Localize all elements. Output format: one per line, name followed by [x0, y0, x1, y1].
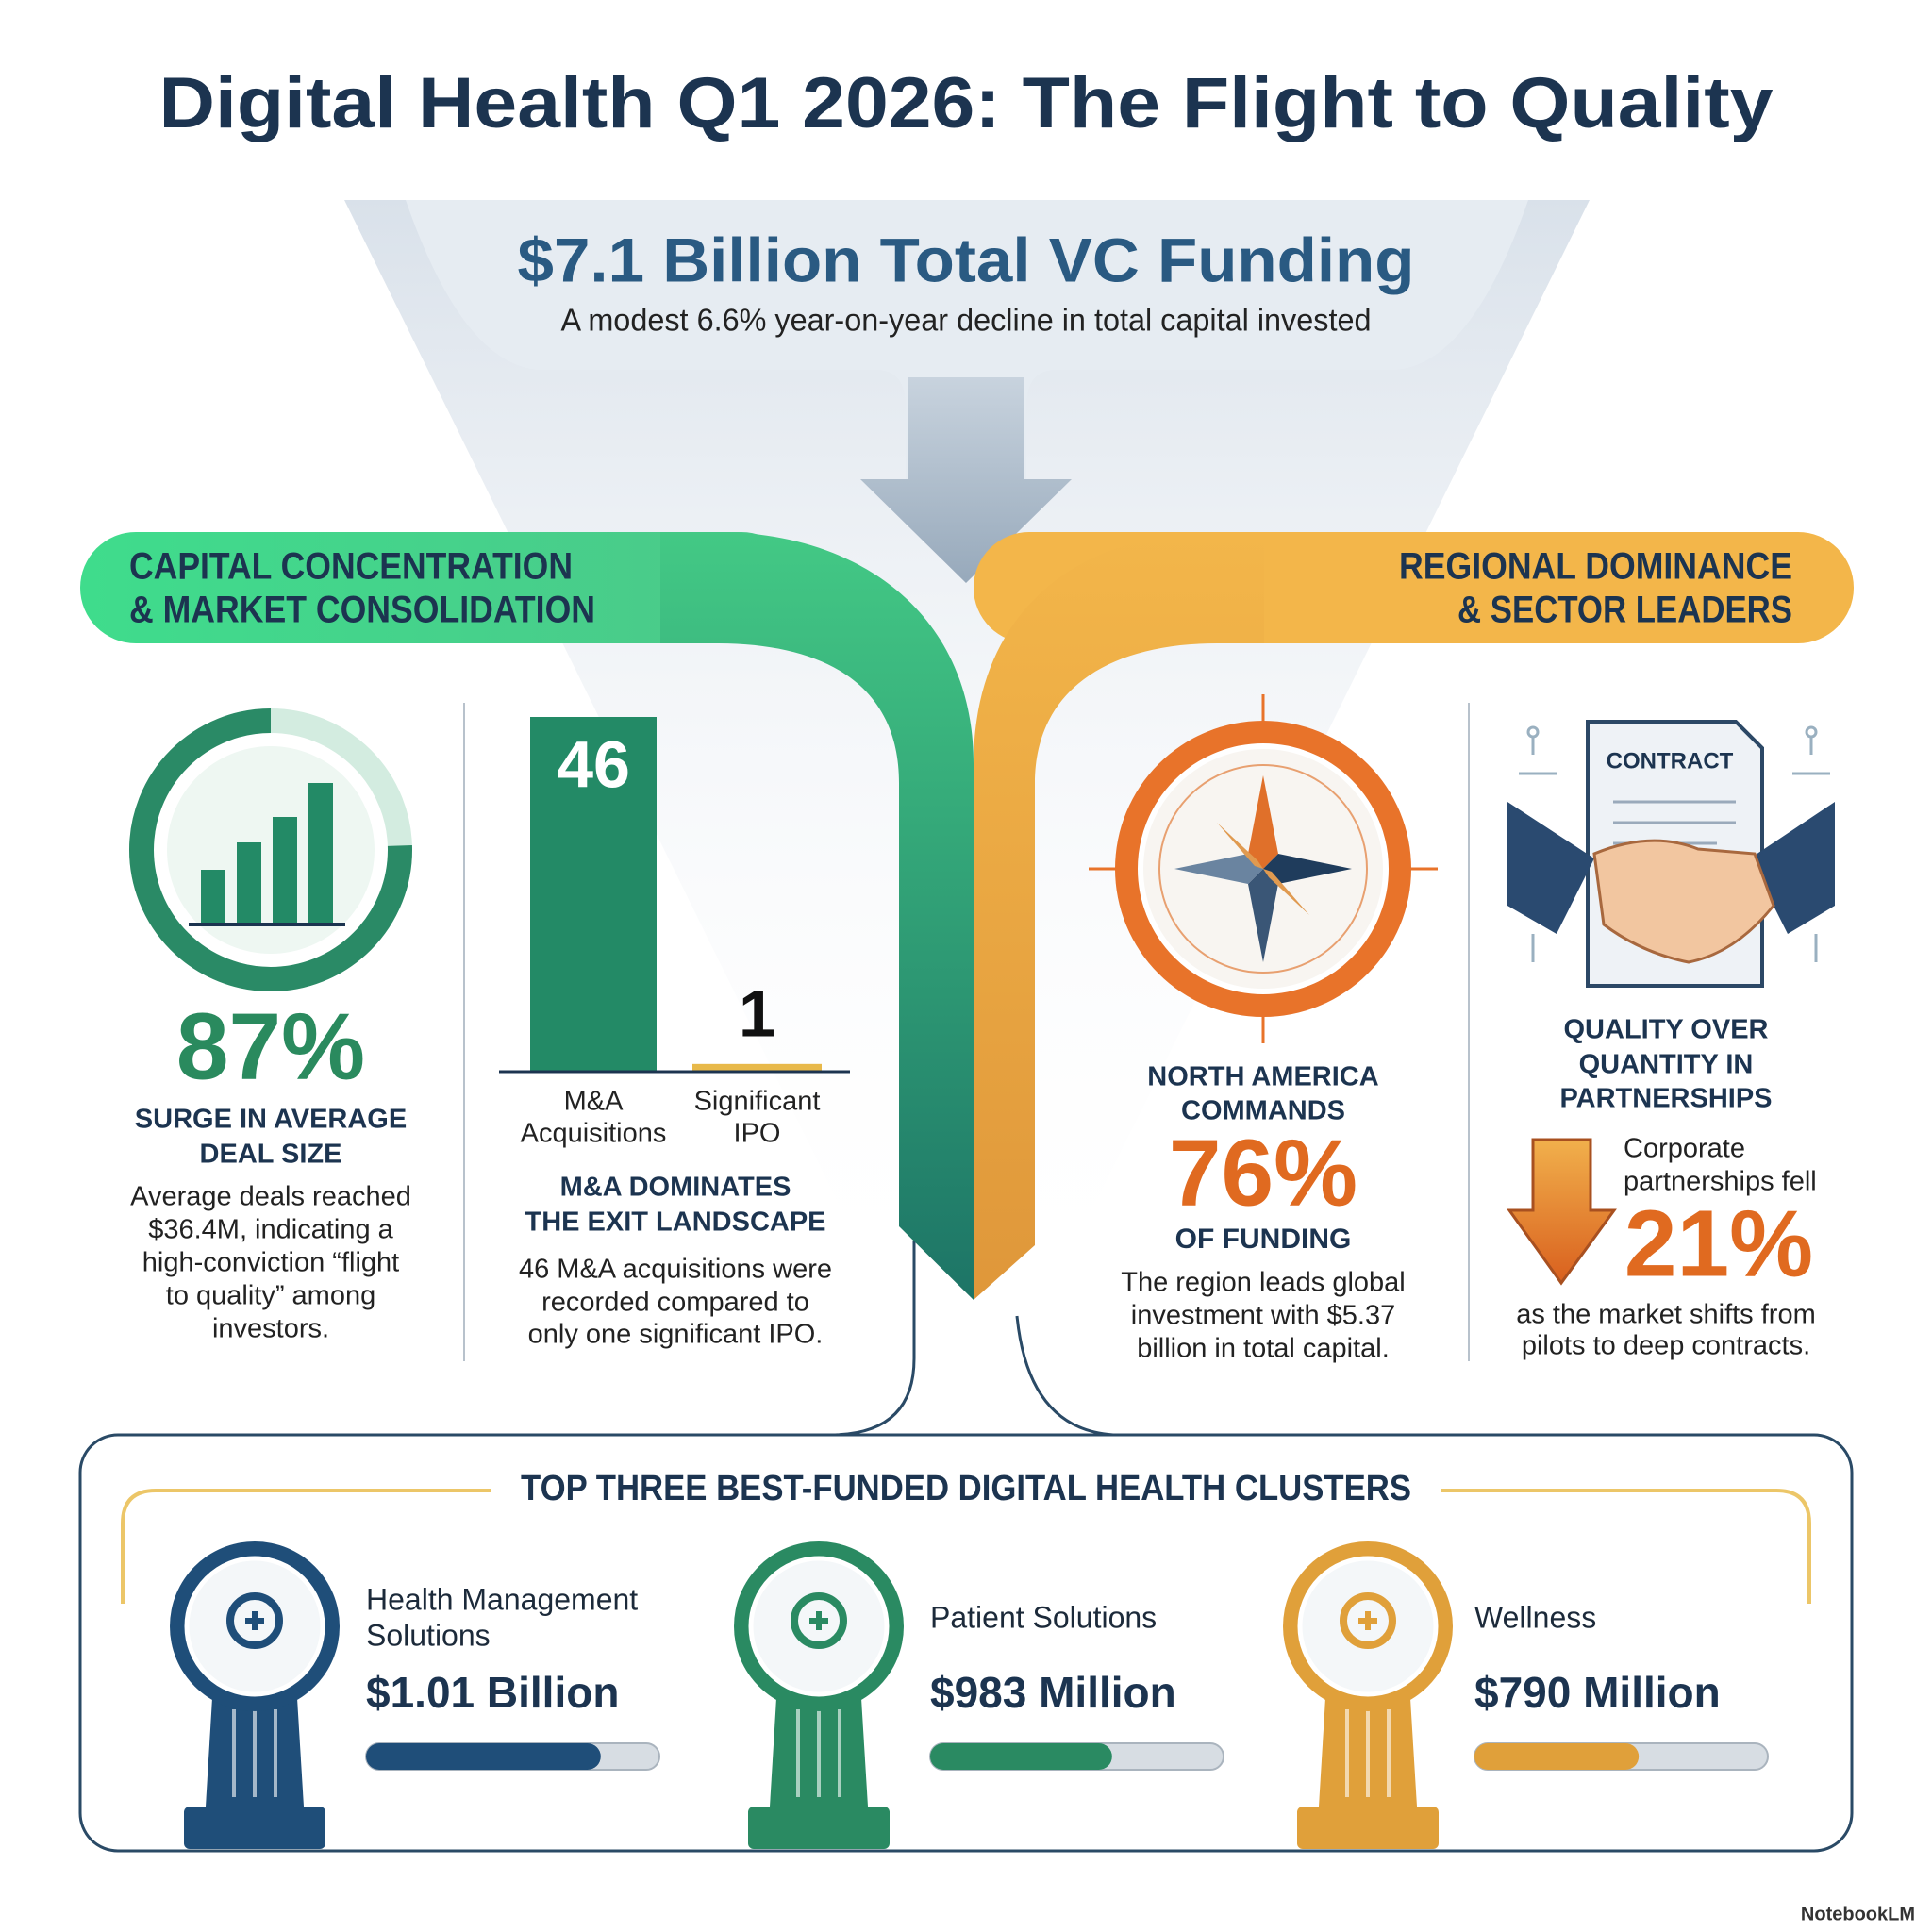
value-label: 1: [739, 976, 775, 1050]
heading: M&A DOMINATES: [560, 1173, 791, 1203]
cluster-name: Patient Solutions: [930, 1600, 1157, 1634]
medallion-icon: [226, 1592, 283, 1649]
cluster-name: Health Management: [366, 1582, 638, 1616]
headline-band: [406, 200, 1528, 481]
pedestal-base: [184, 1807, 325, 1849]
compass-icon: [1089, 694, 1438, 1043]
medallion-icon: [791, 1592, 847, 1649]
stat: 76%: [1169, 1120, 1357, 1225]
medallion-icon: [809, 1611, 828, 1630]
cluster-name: Wellness: [1474, 1600, 1596, 1634]
progress-fill: [366, 1743, 601, 1770]
section-title: REGIONAL DOMINANCE: [1399, 546, 1792, 588]
body-text: recorded compared to: [541, 1288, 809, 1318]
heading: QUALITY OVER: [1564, 1015, 1769, 1045]
cluster-medallion: [170, 1541, 340, 1849]
heading: SURGE IN AVERAGE: [135, 1105, 407, 1135]
heading: THE EXIT LANDSCAPE: [525, 1208, 825, 1238]
section-title: & SECTOR LEADERS: [1457, 590, 1792, 631]
body-text: pilots to deep contracts.: [1522, 1331, 1810, 1361]
pedestal-base: [1297, 1807, 1439, 1849]
body-text: only one significant IPO.: [528, 1320, 824, 1350]
cluster-amount: $983 Million: [930, 1668, 1176, 1717]
category-label: Acquisitions: [521, 1119, 667, 1149]
decline-arrow: [1507, 1138, 1617, 1286]
icon-label: CONTRACT: [1607, 748, 1734, 774]
heading: QUANTITY IN: [1579, 1050, 1754, 1080]
clusters-title: TOP THREE BEST-FUNDED DIGITAL HEALTH CLU…: [521, 1469, 1411, 1508]
section-pill: [80, 532, 797, 643]
headline: $7.1 Billion Total VC Funding: [518, 225, 1415, 294]
heading: DEAL SIZE: [200, 1140, 342, 1170]
cluster-medallion: [1283, 1541, 1453, 1849]
contract-icon: CONTRACT: [1507, 720, 1835, 988]
cluster-medallion: [734, 1541, 904, 1849]
medallion-icon: [1340, 1592, 1396, 1649]
flow-band: [660, 532, 974, 1300]
body-text: as the market shifts from: [1516, 1300, 1816, 1330]
bar: [530, 717, 657, 1072]
cluster-amount: $1.01 Billion: [366, 1668, 619, 1717]
footer: NotebookLM: [1801, 1904, 1915, 1924]
growth-icon: [129, 708, 412, 991]
body-text: investors.: [212, 1314, 329, 1344]
section-title: & MARKET CONSOLIDATION: [129, 590, 595, 631]
stat: 87%: [176, 993, 365, 1099]
stat: 21%: [1624, 1191, 1813, 1296]
down-arrow: [860, 377, 1072, 583]
body-text: $36.4M, indicating a: [148, 1215, 393, 1245]
heading: NORTH AMERICA: [1147, 1062, 1378, 1092]
ornament: [1441, 1489, 1811, 1604]
progress-fill: [930, 1743, 1112, 1770]
medallion-icon: [245, 1611, 264, 1630]
category-label: M&A: [564, 1087, 625, 1117]
body-text: high-conviction “flight: [142, 1248, 399, 1278]
subtitle: A modest 6.6% year-on-year decline in to…: [561, 303, 1372, 338]
medallion-icon: [1358, 1611, 1377, 1630]
cluster-name: Solutions: [366, 1618, 491, 1652]
body-text: investment with $5.37: [1131, 1301, 1395, 1331]
progress-fill: [1474, 1743, 1640, 1770]
stat-caption: OF FUNDING: [1175, 1224, 1352, 1255]
cluster-amount: $790 Million: [1474, 1668, 1721, 1717]
category-label: Significant: [694, 1087, 821, 1117]
body-text: to quality” among: [166, 1281, 375, 1311]
flow-band: [974, 532, 1264, 1300]
body-text: Average deals reached: [130, 1182, 411, 1212]
lead-text: partnerships fell: [1624, 1167, 1817, 1197]
title: Digital Health Q1 2026: The Flight to Qu…: [159, 63, 1774, 143]
heading: PARTNERSHIPS: [1559, 1084, 1772, 1114]
category-label: IPO: [734, 1119, 781, 1149]
heading: COMMANDS: [1181, 1096, 1345, 1126]
connector: [1015, 1315, 1114, 1437]
body-text: The region leads global: [1121, 1268, 1405, 1298]
value-label: 46: [557, 727, 630, 801]
body-text: 46 M&A acquisitions were: [519, 1255, 832, 1285]
body-text: billion in total capital.: [1137, 1334, 1390, 1364]
bar: [692, 1063, 822, 1072]
ornament: [121, 1489, 491, 1604]
pedestal-base: [748, 1807, 890, 1849]
lead-text: Corporate: [1624, 1134, 1745, 1164]
section-title: CAPITAL CONCENTRATION: [129, 546, 573, 588]
